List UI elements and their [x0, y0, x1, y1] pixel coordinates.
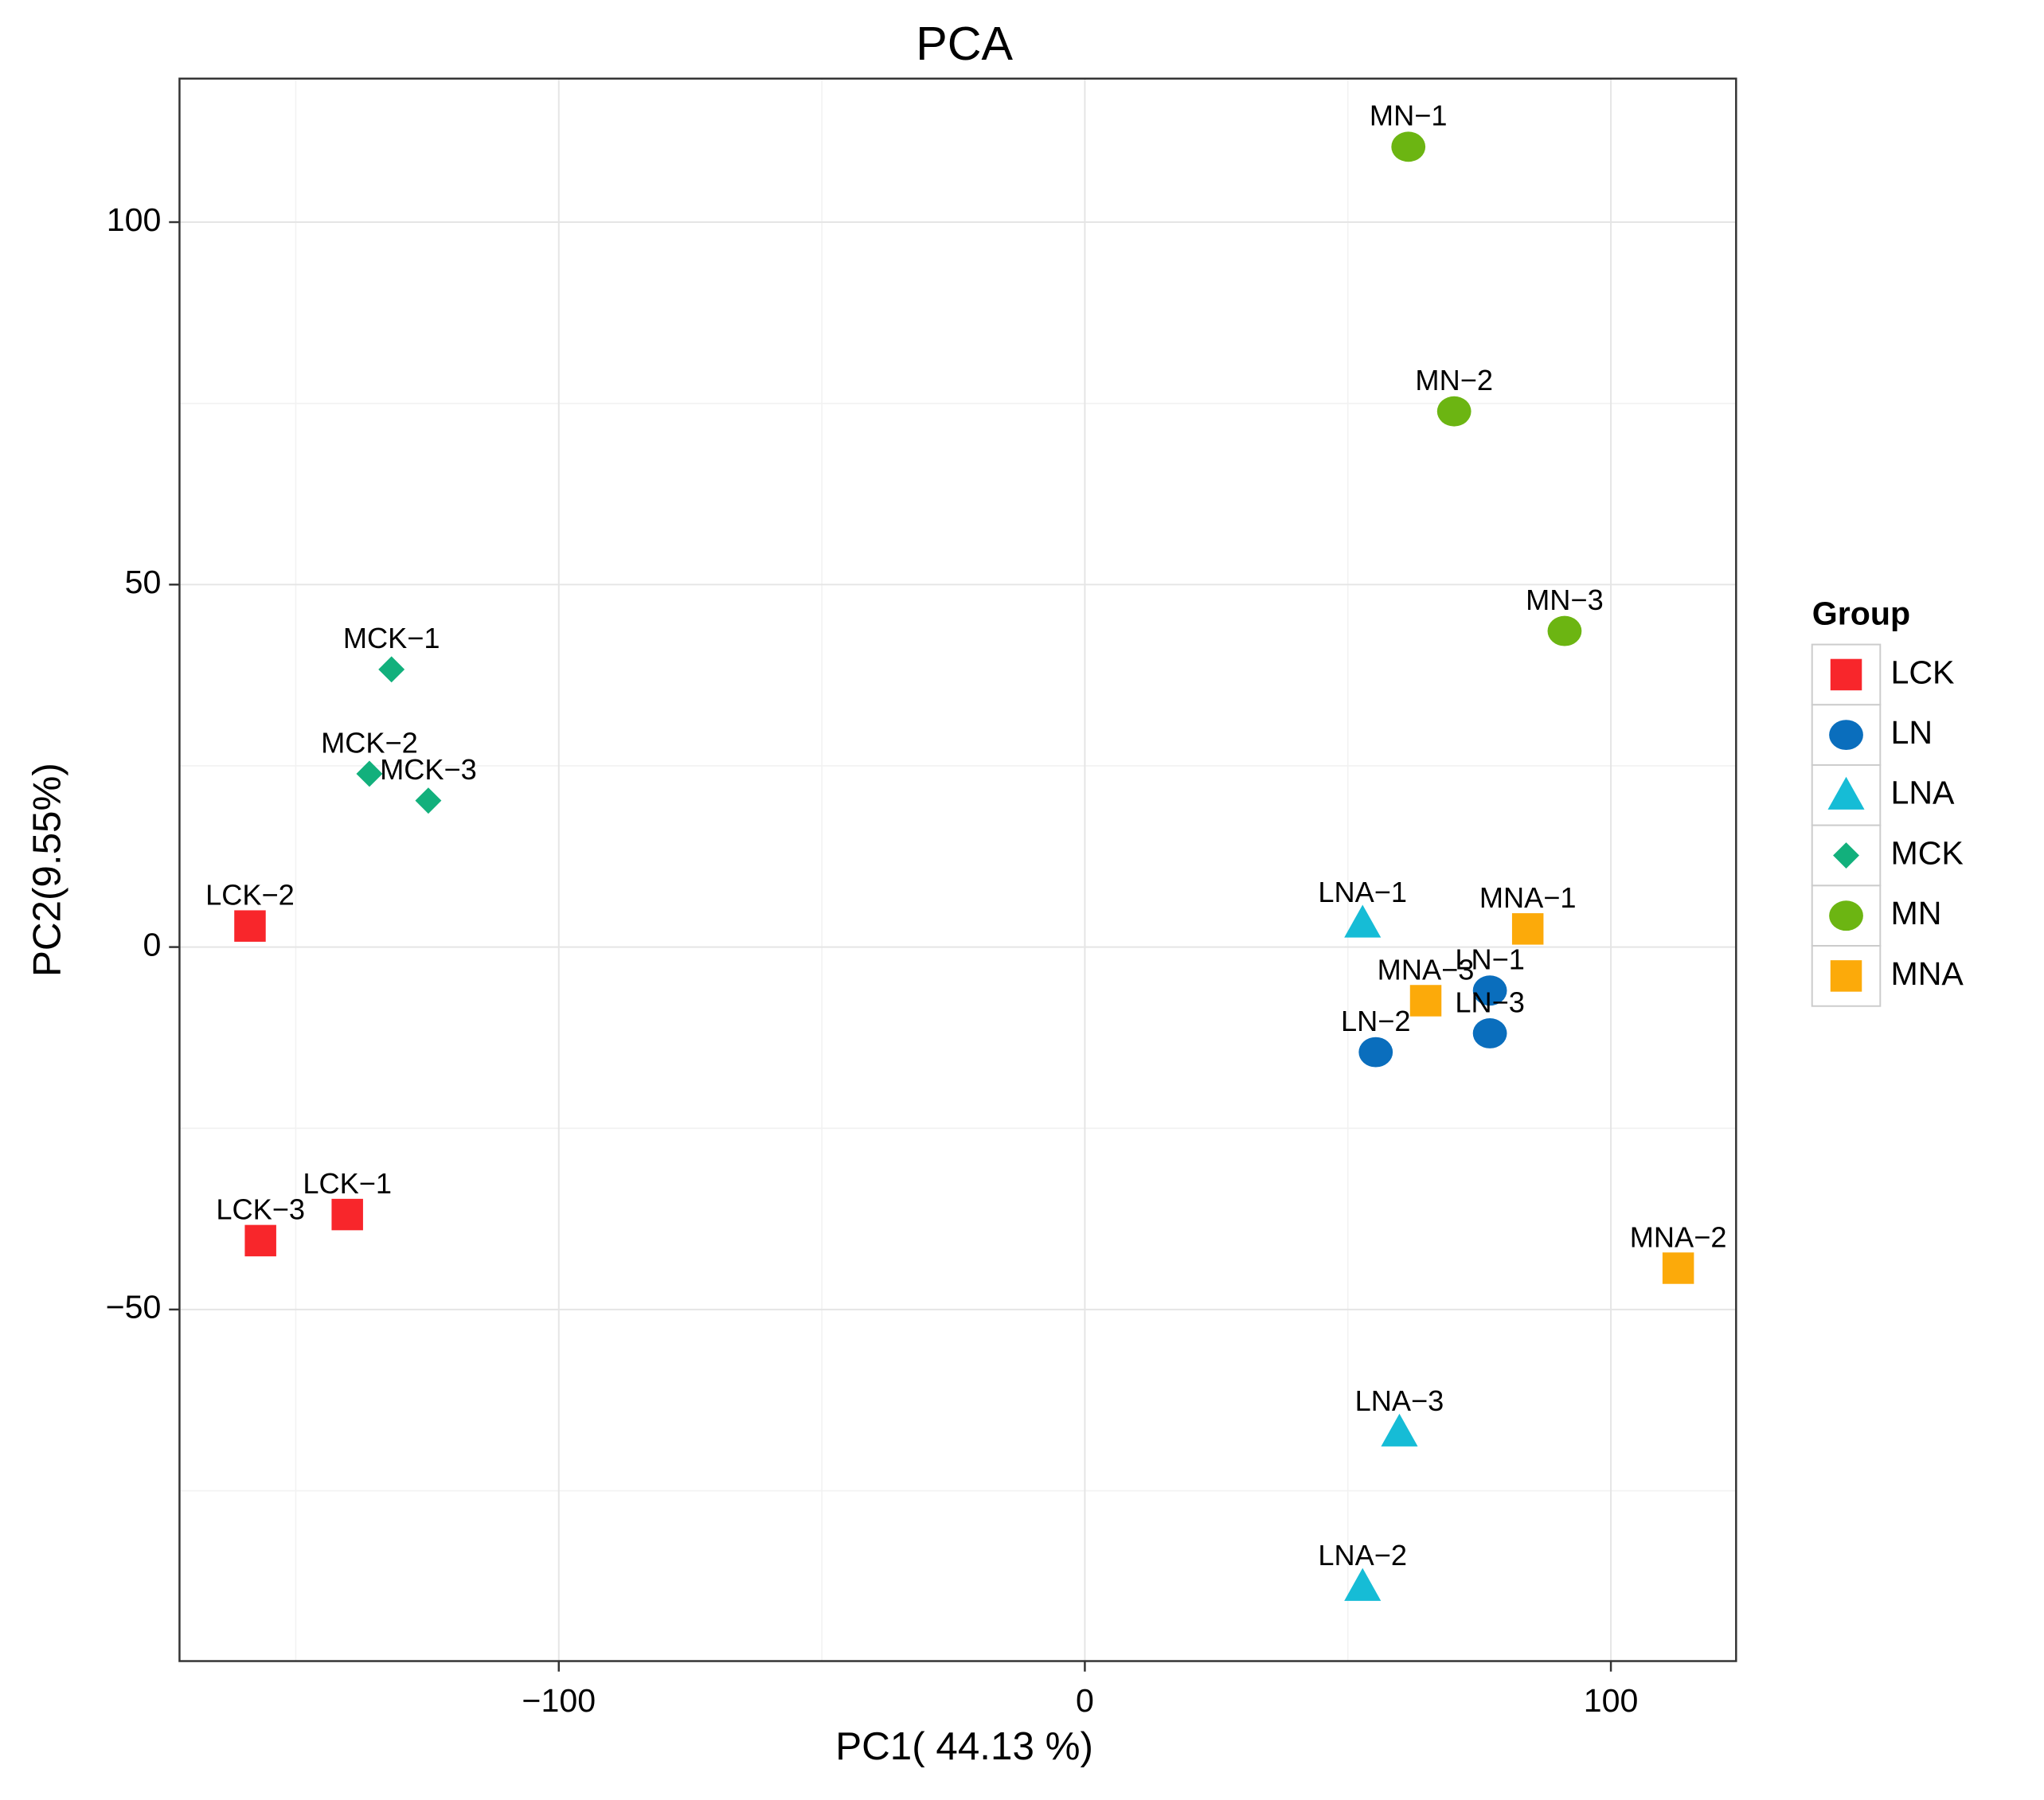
- legend-label: MCK: [1890, 834, 1963, 871]
- point: [1511, 913, 1544, 945]
- point-label: MNA−3: [1378, 953, 1475, 986]
- legend-key: [1829, 720, 1863, 751]
- x-tick-label: 100: [1584, 1682, 1639, 1719]
- point: [1344, 1568, 1382, 1601]
- legend-key: [1830, 960, 1862, 992]
- legend-label: LCK: [1890, 654, 1954, 690]
- point-label: MCK−3: [380, 753, 477, 786]
- y-axis-label: PC2(9.55%): [25, 763, 69, 977]
- legend-label: MN: [1890, 895, 1941, 931]
- point: [1472, 975, 1507, 1006]
- point-label: MCK−2: [321, 726, 418, 759]
- y-tick-label: 0: [143, 926, 162, 962]
- point-label: LN−1: [1455, 943, 1525, 976]
- point-label: LCK−2: [205, 879, 295, 912]
- legend-title: Group: [1812, 595, 1910, 631]
- point: [1662, 1252, 1694, 1284]
- legend-key: [1829, 900, 1863, 931]
- legend-key: [1827, 776, 1865, 810]
- point-label: LCK−3: [216, 1193, 305, 1226]
- chart-title: PCA: [916, 17, 1013, 70]
- x-tick-label: 0: [1076, 1682, 1094, 1719]
- point: [1409, 985, 1442, 1017]
- point: [356, 760, 383, 787]
- legend: LCK LN LNA MCK MN MNA: [1811, 643, 1964, 1007]
- point-label: MNA−1: [1479, 881, 1577, 914]
- point-label: LN−3: [1455, 986, 1525, 1018]
- point-label: MNA−2: [1630, 1220, 1727, 1253]
- point: [1358, 1037, 1393, 1068]
- point-label: LNA−1: [1318, 876, 1407, 908]
- point: [1391, 131, 1426, 162]
- point-label: LNA−3: [1355, 1384, 1444, 1417]
- panel: [179, 78, 1737, 1661]
- point-label: MN−2: [1415, 364, 1493, 396]
- point-label: MN−3: [1526, 584, 1604, 616]
- point: [378, 656, 405, 683]
- point: [1472, 1018, 1507, 1048]
- points: LCK−1 LCK−2 LCK−3 LN−1 LN−2 LN−3 LNA−1 LNA−2 LNA…: [205, 100, 1726, 1601]
- point: [1547, 615, 1582, 646]
- legend-label: LNA: [1890, 775, 1955, 811]
- point-label: LN−2: [1341, 1005, 1411, 1037]
- legend-label: MNA: [1890, 955, 1964, 992]
- legend-label: LN: [1890, 714, 1933, 751]
- point: [1436, 396, 1471, 427]
- grid: [179, 78, 1737, 1661]
- point-label: MCK−1: [343, 622, 440, 654]
- point: [331, 1198, 363, 1231]
- point: [1381, 1413, 1418, 1447]
- point-label: LNA−2: [1318, 1539, 1407, 1572]
- point-label: LCK−1: [303, 1167, 392, 1200]
- point-label: MN−1: [1370, 100, 1448, 132]
- x-axis-label: PC1( 44.13 %): [835, 1724, 1093, 1768]
- point: [244, 1224, 276, 1257]
- y-tick-label: 50: [125, 564, 162, 600]
- panel-border: [178, 77, 1737, 1662]
- point: [234, 910, 266, 942]
- point: [1344, 904, 1382, 938]
- y-tick-label: 100: [107, 201, 162, 238]
- x-tick-label: −100: [522, 1682, 596, 1719]
- legend-key: [1830, 658, 1862, 691]
- y-tick-label: −50: [106, 1289, 162, 1326]
